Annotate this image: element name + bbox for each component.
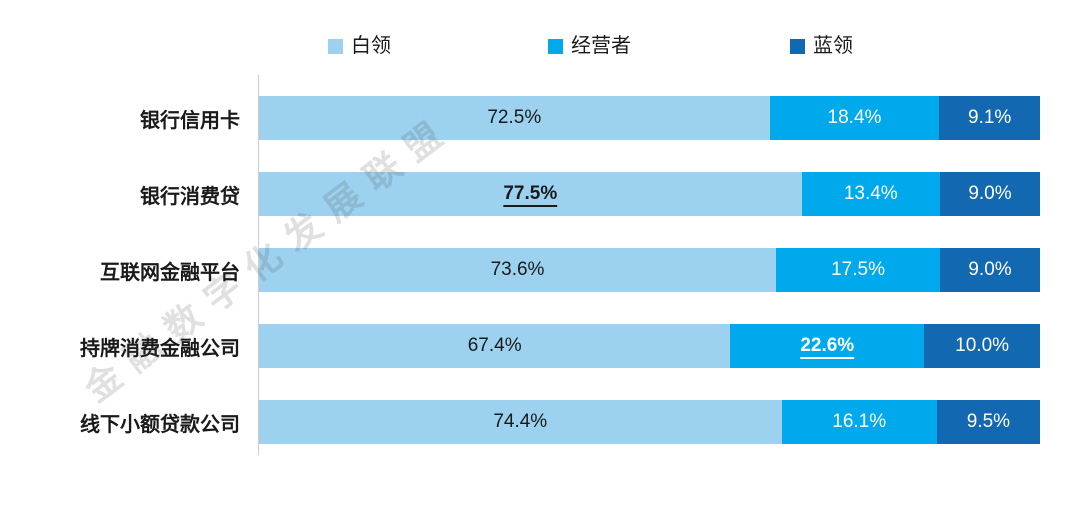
legend-swatch-white-collar — [328, 38, 343, 54]
legend-label-blue-collar: 蓝领 — [813, 35, 853, 57]
y-axis-line — [258, 75, 259, 455]
segment-value: 74.4% — [493, 411, 548, 432]
segment-value: 17.5% — [831, 259, 885, 280]
bar-segment-经营者: 22.6% — [730, 324, 925, 368]
category-label: 线下小额贷款公司 — [80, 413, 240, 436]
segment-value: 18.4% — [827, 107, 882, 128]
category-label: 互联网金融平台 — [100, 261, 240, 284]
segment-value: 67.4% — [467, 335, 522, 356]
segment-value: 9.1% — [968, 107, 1012, 128]
bar-segment-白领: 72.5% — [259, 96, 770, 140]
segment-value: 13.4% — [843, 183, 898, 204]
category-label: 持牌消费金融公司 — [80, 337, 240, 360]
bar-row: 银行消费贷 77.5% 13.4% 9.0% — [0, 172, 1080, 216]
bar-segment-白领: 67.4% — [259, 324, 731, 368]
legend-swatch-blue-collar — [790, 38, 805, 54]
bar-segment-经营者: 16.1% — [781, 400, 937, 444]
bar-segment-蓝领: 9.0% — [940, 248, 1040, 292]
stacked-bar: 72.5% 18.4% 9.1% — [259, 96, 1040, 140]
bar-row: 持牌消费金融公司 67.4% 22.6% 10.0% — [0, 324, 1080, 368]
bar-segment-经营者: 17.5% — [776, 248, 941, 292]
segment-value: 9.0% — [968, 183, 1012, 204]
bar-segment-蓝领: 9.5% — [936, 400, 1040, 444]
bar-row: 银行信用卡 72.5% 18.4% 9.1% — [0, 96, 1080, 140]
bar-segment-蓝领: 9.0% — [939, 172, 1040, 216]
legend-swatch-business-owner — [548, 38, 563, 54]
bar-segment-蓝领: 9.1% — [939, 96, 1040, 140]
bar-segment-白领: 74.4% — [259, 400, 782, 444]
stacked-bar: 73.6% 17.5% 9.0% — [259, 248, 1040, 292]
legend-item-white-collar: 白领 — [328, 36, 391, 56]
stacked-bar: 67.4% 22.6% 10.0% — [259, 324, 1040, 368]
segment-value: 22.6% — [800, 335, 855, 356]
segment-value: 72.5% — [487, 107, 542, 128]
segment-value: 73.6% — [490, 259, 545, 280]
legend-label-white-collar: 白领 — [351, 35, 391, 57]
bar-segment-白领: 73.6% — [259, 248, 777, 292]
bar-row: 线下小额贷款公司 74.4% 16.1% 9.5% — [0, 400, 1080, 444]
segment-value: 9.0% — [968, 259, 1012, 280]
segment-value: 10.0% — [955, 335, 1010, 356]
stacked-bar: 74.4% 16.1% 9.5% — [259, 400, 1040, 444]
segment-value: 77.5% — [503, 183, 558, 204]
category-label: 银行消费贷 — [140, 185, 240, 208]
legend-label-business-owner: 经营者 — [571, 35, 631, 57]
stacked-bar: 77.5% 13.4% 9.0% — [259, 172, 1040, 216]
category-label: 银行信用卡 — [140, 109, 240, 132]
bar-segment-经营者: 18.4% — [769, 96, 940, 140]
segment-value: 16.1% — [832, 411, 887, 432]
legend-item-blue-collar: 蓝领 — [790, 36, 853, 56]
segment-value: 9.5% — [966, 411, 1011, 432]
legend-item-business-owner: 经营者 — [548, 36, 631, 56]
bar-row: 互联网金融平台 73.6% 17.5% 9.0% — [0, 248, 1080, 292]
bar-segment-蓝领: 10.0% — [924, 324, 1040, 368]
bar-segment-白领: 77.5% — [259, 172, 802, 216]
bar-segment-经营者: 13.4% — [801, 172, 940, 216]
